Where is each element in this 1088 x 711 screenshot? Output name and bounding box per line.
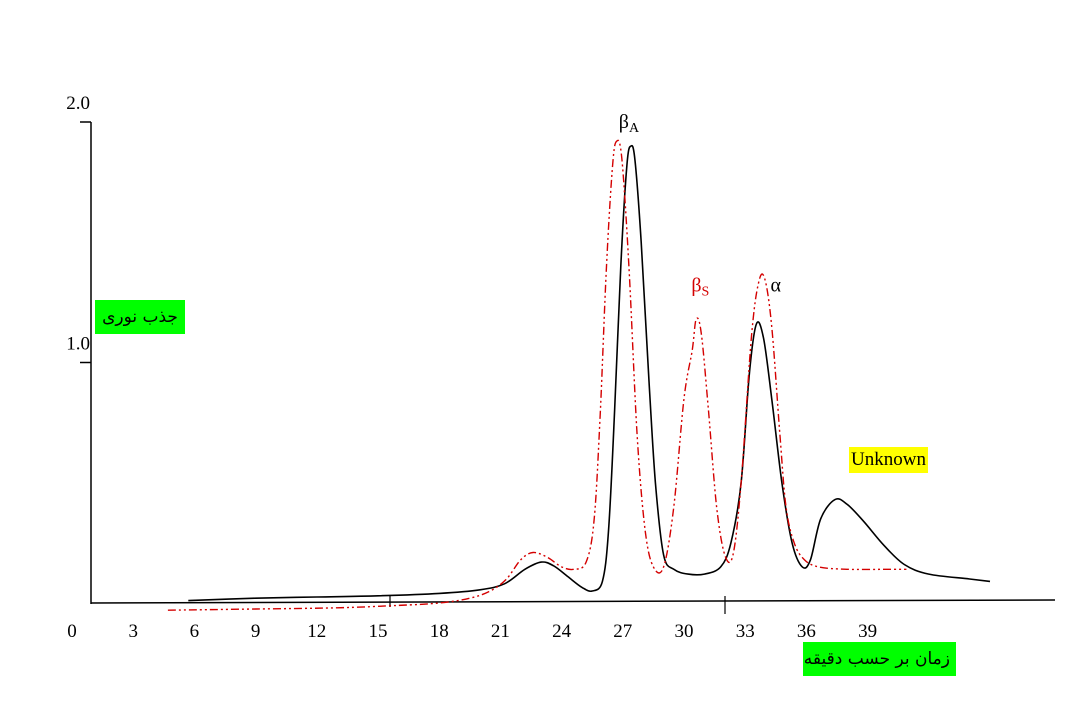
- x-tick-label: 6: [190, 621, 200, 642]
- x-tick-label: 27: [613, 621, 632, 642]
- series-group: [167, 139, 991, 611]
- x-tick-label: 3: [128, 621, 138, 642]
- peak-label: βS: [691, 275, 709, 300]
- x-tick-label: 12: [307, 621, 326, 642]
- x-ticks: 0 3 6 9 12 15 18 21 24 27 30 33 36 39: [67, 621, 877, 642]
- x-tick-label: 24: [552, 621, 572, 642]
- peak-label: βA: [619, 111, 640, 136]
- y-ticks: 1.0 2.0: [66, 93, 91, 364]
- x-tick-label: 0: [67, 621, 77, 642]
- series-line-1: [188, 144, 991, 602]
- y-axis-title: جذب نوری: [95, 300, 185, 334]
- x-tick-label: 30: [675, 621, 694, 642]
- x-tick-label: 33: [736, 621, 755, 642]
- series-line-2: [167, 139, 907, 611]
- x-tick-label: 9: [251, 621, 261, 642]
- y-tick-label: 2.0: [66, 93, 90, 114]
- x-tick-label: 15: [369, 621, 388, 642]
- x-tick-label: 36: [797, 621, 816, 642]
- x-tick-label: 21: [491, 621, 510, 642]
- unknown-peak-label: Unknown: [849, 447, 928, 473]
- peak-label: α: [771, 275, 782, 297]
- peak-annotations: βA βS α: [619, 111, 782, 300]
- x-tick-label: 18: [430, 621, 449, 642]
- x-axis-title: زمان بر حسب دقیقه: [803, 642, 956, 676]
- y-tick-label: 1.0: [66, 334, 90, 355]
- x-tick-label: 39: [858, 621, 877, 642]
- x-axis: [90, 599, 1056, 604]
